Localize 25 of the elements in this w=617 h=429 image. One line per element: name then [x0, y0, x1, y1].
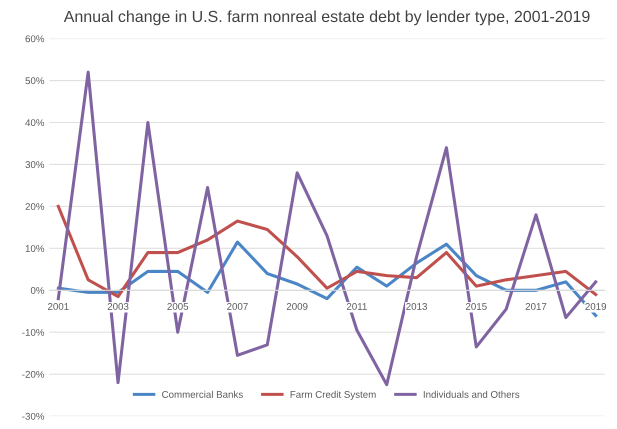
legend-label: Individuals and Others: [424, 390, 520, 398]
y-tick-label: 30%: [25, 161, 44, 168]
x-tick-label: 2005: [167, 303, 188, 310]
x-tick-label: 2017: [526, 303, 546, 310]
y-tick-label: 40%: [25, 119, 44, 126]
line-series: [56, 204, 598, 298]
y-tick-label: -30%: [22, 412, 44, 420]
y-tick-label: 60%: [26, 35, 44, 42]
y-tick-label: 20%: [26, 203, 44, 210]
y-tick-label: -20%: [22, 370, 44, 378]
x-tick-label: 2001: [48, 303, 69, 310]
legend-label: Farm Credit System: [290, 390, 376, 400]
chart-title: Annual change in U.S. farm nonreal estate debt by lender type, 2001-2019: [64, 10, 590, 26]
x-tick-label: 2019: [585, 303, 606, 310]
y-tick-label: 50%: [25, 77, 44, 84]
legend-label: Commercial Banks: [162, 390, 243, 398]
x-tick-label: 2003: [108, 303, 128, 310]
x-tick-label: 2011: [346, 303, 367, 310]
y-tick-label: 10%: [26, 245, 44, 252]
y-tick-label: -10%: [22, 328, 44, 336]
x-tick-label: 2015: [466, 303, 487, 310]
y-tick-label: 0%: [30, 287, 44, 294]
x-tick-label: 2013: [406, 303, 427, 310]
x-tick-label: 2007: [227, 303, 248, 310]
x-tick-label: 2009: [286, 303, 308, 310]
